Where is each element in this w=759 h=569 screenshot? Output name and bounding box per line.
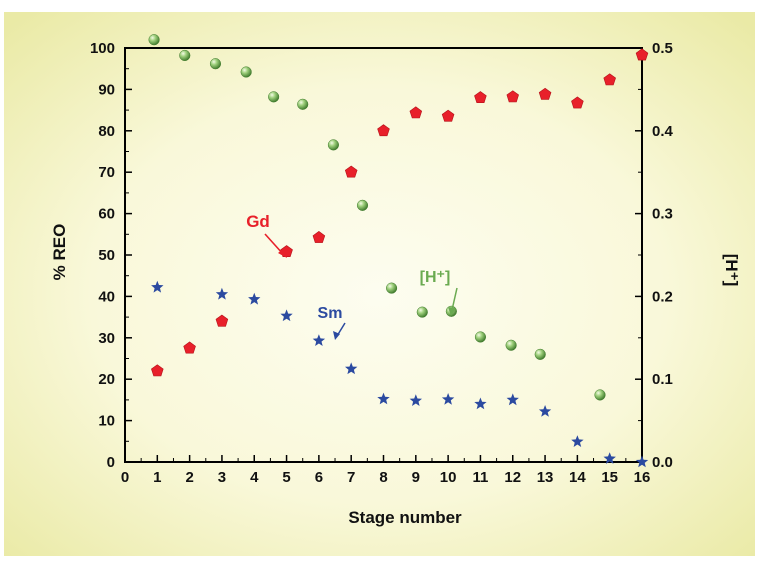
x-tick-label: 3 <box>218 469 226 486</box>
h-point <box>595 390 606 401</box>
h-point <box>386 283 397 294</box>
h-point <box>417 307 428 318</box>
y-tick-label: 60 <box>98 206 115 223</box>
y-right-tick-label: 0.3 <box>652 206 673 223</box>
x-tick-label: 4 <box>250 469 259 486</box>
y-tick-label: 0 <box>107 454 115 471</box>
x-tick-label: 1 <box>153 469 161 486</box>
y-tick-label: 70 <box>98 164 115 181</box>
annotation-h: [H⁺] <box>420 269 451 286</box>
x-tick-label: 12 <box>504 469 521 486</box>
y-tick-label: 10 <box>98 413 115 430</box>
h-point <box>475 332 486 343</box>
y-tick-label: 40 <box>98 288 115 305</box>
y-right-tick-label: 0.1 <box>652 371 673 388</box>
annotation-gd: Gd <box>246 212 270 231</box>
h-point <box>179 50 190 61</box>
y-tick-label: 30 <box>98 330 115 347</box>
y-tick-label: 90 <box>98 81 115 98</box>
y-tick-label: 80 <box>98 123 115 140</box>
x-tick-label: 9 <box>412 469 420 486</box>
x-tick-label: 5 <box>282 469 290 486</box>
y-right-tick-label: 0.0 <box>652 454 673 471</box>
h-point <box>328 140 339 151</box>
x-tick-label: 13 <box>537 469 554 486</box>
h-point <box>210 58 221 69</box>
h-point <box>506 340 517 351</box>
x-tick-label: 10 <box>440 469 457 486</box>
y-tick-label: 50 <box>98 247 115 264</box>
y-right-tick-label: 0.4 <box>652 123 674 140</box>
annotation-sm: Sm <box>318 305 343 322</box>
y-axis-right-label: [H⁺] <box>722 254 741 287</box>
x-tick-label: 14 <box>569 469 586 486</box>
h-point <box>535 349 546 360</box>
h-point <box>268 92 279 103</box>
x-tick-label: 15 <box>601 469 618 486</box>
h-point <box>357 200 368 211</box>
x-axis-label: Stage number <box>348 508 462 527</box>
x-tick-label: 6 <box>315 469 323 486</box>
h-point <box>297 99 308 110</box>
x-tick-label: 2 <box>185 469 193 486</box>
y-tick-label: 20 <box>98 371 115 388</box>
x-tick-label: 8 <box>379 469 387 486</box>
x-tick-label: 0 <box>121 469 129 486</box>
x-tick-label: 7 <box>347 469 355 486</box>
y-right-tick-label: 0.2 <box>652 288 673 305</box>
x-tick-label: 16 <box>634 469 651 486</box>
y-right-tick-label: 0.5 <box>652 40 673 57</box>
y-axis-label: % REO <box>50 224 69 281</box>
h-point <box>241 67 252 78</box>
x-tick-label: 11 <box>473 469 489 486</box>
y-tick-label: 100 <box>90 40 115 57</box>
h-point <box>149 34 160 45</box>
